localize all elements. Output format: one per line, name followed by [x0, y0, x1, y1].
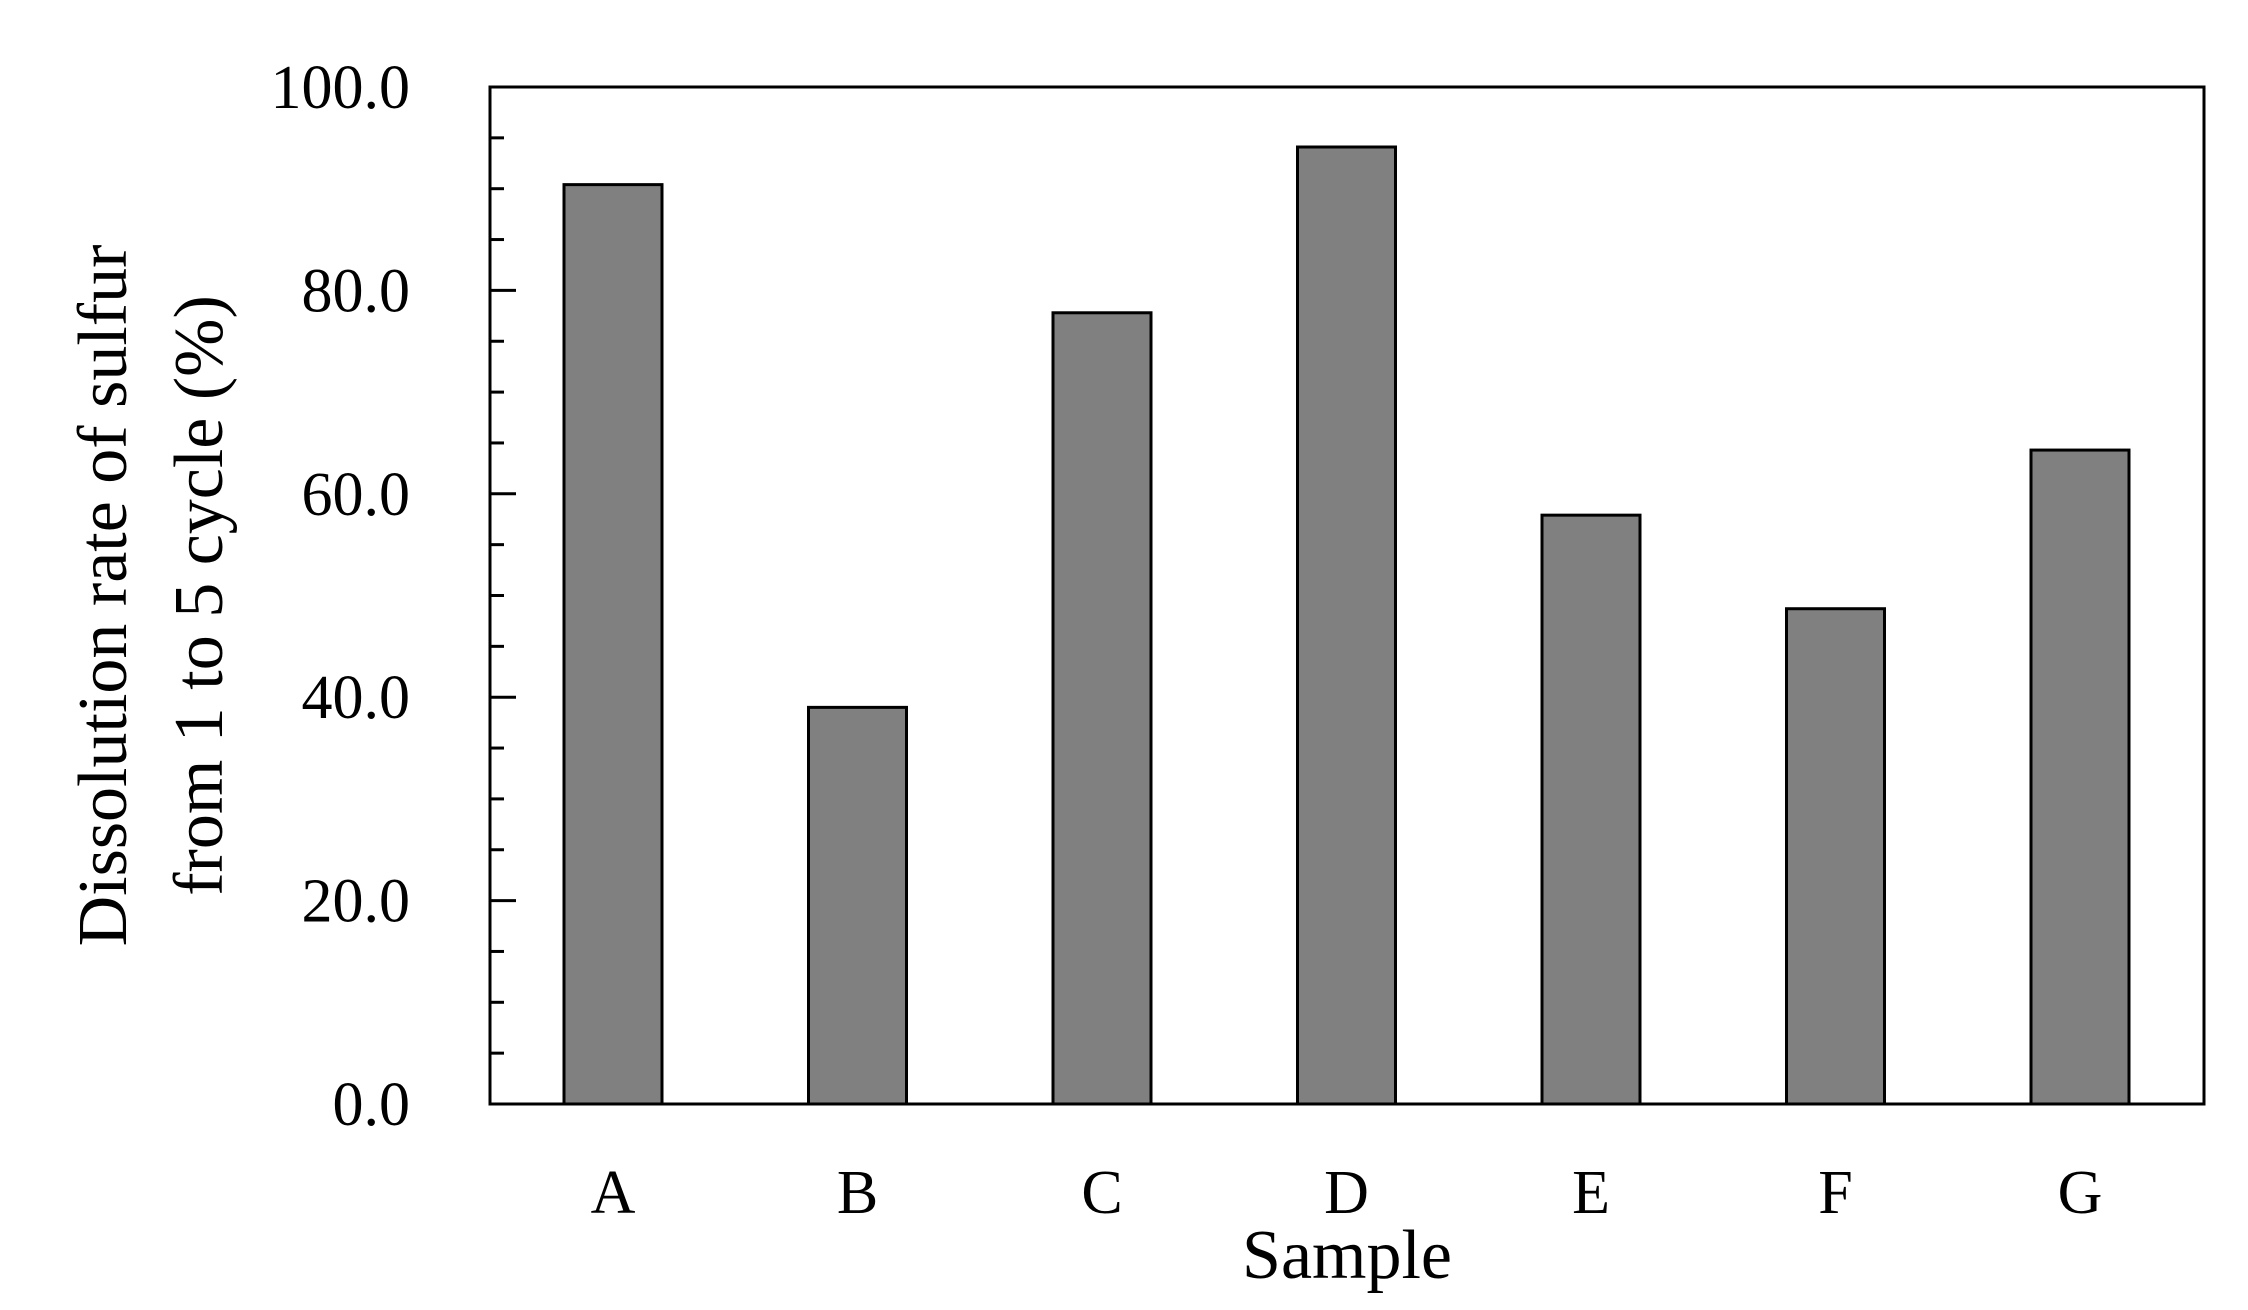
y-axis-title: Dissolution rate of sulfur from 1 to 5 c… — [65, 245, 238, 947]
bar-a — [562, 183, 664, 1106]
bar-e — [1540, 513, 1642, 1106]
bar-b — [807, 705, 908, 1106]
x-category-label: A — [591, 1159, 636, 1227]
y-tick-label: 0.0 — [333, 1071, 411, 1139]
x-axis-title: Sample — [1242, 1217, 1452, 1294]
x-category-label: G — [2058, 1159, 2103, 1227]
y-axis-title-line-1: Dissolution rate of sulfur — [65, 245, 142, 947]
bar-f — [1785, 607, 1886, 1106]
x-category-label: B — [837, 1159, 878, 1227]
x-category-label: D — [1324, 1159, 1369, 1227]
y-axis-tick-labels: 0.0 20.0 40.0 60.0 80.0 100.0 — [271, 54, 411, 1139]
y-tick-label: 20.0 — [302, 868, 411, 936]
bar-d — [1296, 145, 1397, 1106]
bar-c — [1051, 311, 1153, 1106]
x-category-label: F — [1818, 1159, 1852, 1227]
y-tick-label: 60.0 — [302, 461, 411, 529]
y-tick-label: 80.0 — [302, 257, 411, 325]
plot-frame — [488, 85, 2206, 1106]
x-category-label: E — [1572, 1159, 1610, 1227]
x-category-label: C — [1081, 1159, 1122, 1227]
y-axis-title-line-2: from 1 to 5 cycle (%) — [161, 295, 238, 896]
y-tick-label: 100.0 — [271, 54, 411, 122]
bar-g — [2029, 448, 2131, 1106]
bars — [562, 145, 2131, 1106]
y-tick-label: 40.0 — [302, 664, 411, 732]
y-axis-ticks — [490, 85, 516, 1106]
x-axis-category-labels: A B C D E F G — [591, 1159, 2103, 1227]
